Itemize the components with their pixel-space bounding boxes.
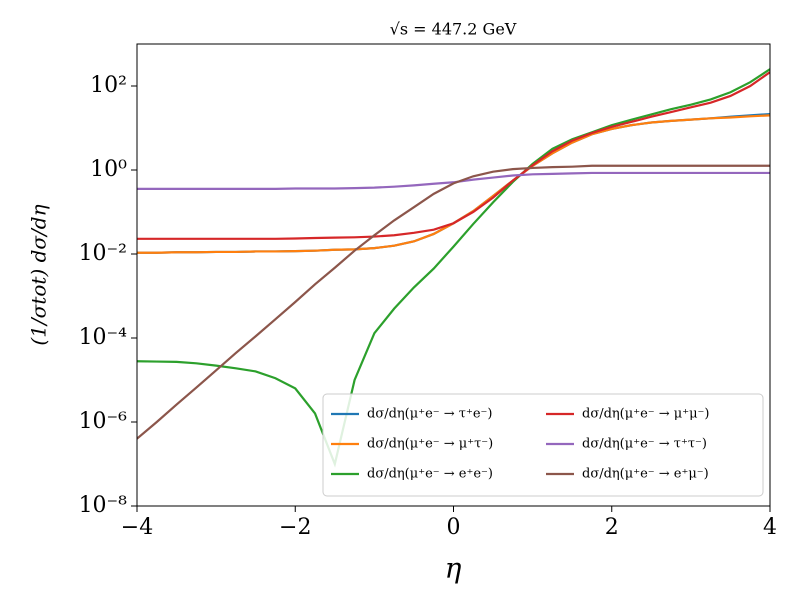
x-tick-label: 0 (447, 515, 461, 540)
series-line (137, 171, 770, 190)
y-axis-label: (1/σtot) dσ/dη (27, 204, 51, 345)
legend-label: dσ/dη(μ⁺e⁻ → μ⁺τ⁻) (367, 437, 493, 452)
y-tick-label: 10² (90, 73, 127, 98)
x-axis-label: η (445, 552, 462, 585)
y-tick-label: 10⁻⁶ (79, 409, 128, 434)
x-tick-label: 4 (763, 515, 777, 540)
y-tick-label: 10⁻⁸ (79, 493, 128, 518)
legend-label: dσ/dη(μ⁺e⁻ → μ⁺μ⁻) (582, 407, 709, 422)
legend-label: dσ/dη(μ⁺e⁻ → e⁺e⁻) (367, 467, 493, 482)
x-tick-label: 2 (605, 515, 619, 540)
series-line (137, 164, 770, 440)
x-tick-label: −4 (121, 515, 153, 540)
legend-box (322, 393, 764, 497)
plot-frame (136, 43, 771, 507)
legend-label: dσ/dη(μ⁺e⁻ → e⁺μ⁻) (582, 467, 709, 482)
series-line (137, 68, 770, 468)
chart-title: √s = 447.2 GeV (390, 20, 517, 39)
series-line (137, 71, 770, 240)
legend-label: dσ/dη(μ⁺e⁻ → τ⁺e⁻) (367, 407, 492, 422)
x-tick-label: −2 (279, 515, 311, 540)
y-tick-label: 10⁰ (90, 157, 127, 182)
y-tick-label: 10⁻² (79, 241, 127, 266)
legend-label: dσ/dη(μ⁺e⁻ → τ⁺τ⁻) (582, 437, 707, 452)
y-tick-label: 10⁻⁴ (79, 325, 128, 350)
